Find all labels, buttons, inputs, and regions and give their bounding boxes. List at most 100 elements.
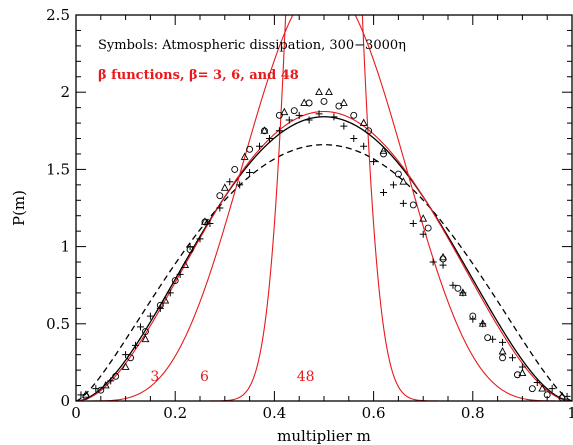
dashed-fit-curve	[76, 144, 572, 401]
plus-marker	[360, 142, 368, 150]
triangle-marker	[81, 390, 90, 398]
plus-marker	[419, 230, 427, 238]
plus-marker	[370, 158, 378, 166]
circle-marker	[394, 170, 402, 178]
plus-marker	[340, 122, 348, 130]
circle-marker	[112, 372, 120, 380]
plus-marker	[92, 385, 100, 393]
circle-marker	[216, 192, 224, 200]
plus-marker	[246, 168, 254, 176]
triangle-marker	[121, 362, 130, 370]
plus-marker	[533, 378, 541, 386]
plus-marker	[479, 320, 487, 328]
beta-curve-3	[76, 110, 572, 401]
y-tick-label: 1	[60, 238, 70, 256]
circle-marker	[380, 150, 387, 158]
beta-functions-annotation: β functions, β= 3, 6, and 48	[98, 68, 299, 83]
circle-marker	[335, 102, 343, 110]
circle-marker	[275, 111, 283, 119]
plus-marker	[305, 116, 313, 124]
triangle-marker	[419, 214, 428, 222]
curve-label: 6	[200, 369, 209, 385]
plus-marker	[256, 142, 264, 150]
plus-marker	[265, 135, 273, 143]
triangle-marker	[260, 126, 269, 134]
plus-marker	[330, 113, 338, 121]
triangle-marker	[399, 177, 408, 185]
triangle-marker	[498, 347, 507, 355]
circle-marker	[409, 201, 417, 209]
plus-marker	[226, 178, 234, 186]
plus-marker	[216, 204, 224, 212]
plus-marker	[132, 341, 140, 349]
triangle-marker	[101, 381, 110, 389]
plus-marker	[136, 323, 144, 331]
x-tick-label: 0.2	[163, 404, 187, 422]
triangle-marker	[300, 98, 309, 106]
x-tick-label: 0.4	[262, 404, 286, 422]
curve-label: 3	[150, 369, 159, 385]
triangle-marker	[315, 87, 323, 96]
triangle-marker	[325, 87, 333, 96]
circle-marker	[127, 354, 135, 362]
plus-marker	[563, 392, 571, 400]
plus-marker	[459, 289, 467, 297]
plus-marker	[439, 261, 447, 269]
plus-marker	[350, 135, 358, 143]
x-axis-label: multiplier m	[277, 427, 371, 445]
circle-marker	[528, 385, 536, 393]
curves	[76, 15, 572, 401]
triangle-marker	[201, 217, 209, 225]
circle-marker	[499, 354, 507, 362]
plus-marker	[196, 235, 204, 243]
plus-marker	[489, 335, 497, 343]
symbols	[77, 87, 571, 402]
plus-marker	[315, 110, 323, 118]
triangle-marker	[240, 152, 249, 160]
triangle-marker	[538, 384, 547, 392]
circle-marker	[97, 386, 105, 394]
plus-marker	[166, 289, 174, 297]
circle-marker	[231, 165, 239, 173]
triangle-marker	[339, 98, 348, 106]
x-tick-label: 0.6	[362, 404, 386, 422]
plus-marker	[508, 354, 516, 362]
triangle-marker	[141, 334, 150, 343]
plus-marker	[285, 116, 293, 124]
y-tick-label: 0	[60, 392, 70, 410]
tick-layer: 0 0.2 0.4 0.6 0.8 1 0 0.5 1 1.5 2 2.5	[46, 6, 573, 422]
circle-marker	[350, 111, 358, 119]
triangle-marker	[220, 183, 229, 191]
triangle-marker	[280, 107, 289, 116]
plus-marker	[499, 338, 507, 346]
x-tick-label: 1	[567, 404, 573, 422]
y-tick-label: 2.5	[46, 6, 70, 24]
y-tick-label: 0.5	[46, 315, 70, 333]
x-tick-label: 0	[71, 404, 81, 422]
plus-marker	[518, 363, 526, 371]
triangle-marker	[518, 368, 527, 377]
plus-marker	[186, 243, 194, 251]
plus-marker	[122, 351, 130, 359]
circle-marker	[246, 145, 254, 153]
x-tick-label: 0.8	[461, 404, 485, 422]
plus-marker	[469, 315, 477, 323]
plus-marker	[77, 391, 85, 399]
symbols-annotation: Symbols: Atmospheric dissipation, 300−30…	[98, 38, 406, 53]
plus-marker	[295, 111, 303, 119]
triangle-marker	[181, 260, 190, 268]
solid-fit-curve	[76, 116, 572, 401]
beta-curve-48	[76, 15, 572, 401]
y-axis-label: P(m)	[10, 190, 28, 226]
plus-marker	[449, 281, 457, 289]
circle-marker	[141, 328, 149, 335]
circle-marker	[290, 107, 298, 115]
triangle-marker	[439, 252, 447, 261]
triangle-marker	[359, 118, 368, 126]
plus-marker	[206, 219, 214, 227]
plus-marker	[429, 258, 437, 266]
y-tick-label: 2	[60, 83, 70, 101]
circle-marker	[513, 371, 521, 379]
circle-marker	[171, 277, 179, 285]
